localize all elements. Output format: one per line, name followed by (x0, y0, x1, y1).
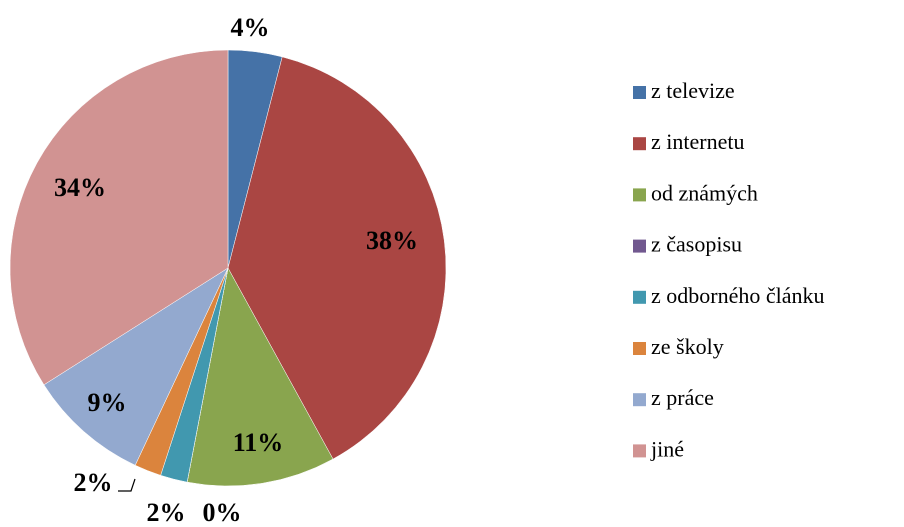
legend-label: ze školy (651, 334, 724, 359)
legend-label: z internetu (651, 129, 744, 154)
legend-swatch (633, 137, 646, 151)
legend-label: z odborného článku (651, 283, 825, 308)
pie-slice (227, 56, 447, 460)
data-label: 0% (203, 498, 242, 527)
legend-swatch (633, 239, 646, 253)
data-label: 4% (231, 13, 270, 42)
pie-slice (9, 49, 229, 386)
legend-swatch (633, 342, 646, 355)
legend-label: jiné (650, 436, 684, 461)
legend-swatch (633, 393, 646, 407)
legend-swatch (633, 444, 646, 458)
data-label: 2% (74, 468, 113, 497)
legend-label: z práce (651, 385, 714, 410)
data-label: 9% (88, 388, 127, 417)
data-label: 2% (147, 498, 186, 527)
legend-swatch (633, 86, 646, 99)
data-label: 11% (233, 428, 284, 457)
pie-slice (186, 267, 334, 487)
legend-swatch (633, 188, 646, 202)
legend-label: od známých (651, 180, 758, 205)
legend-label: z časopisu (651, 232, 742, 257)
data-label: 38% (366, 226, 418, 255)
legend-label: z televize (651, 78, 735, 103)
legend-swatch (633, 290, 646, 304)
pie-slice (43, 267, 229, 466)
data-label: 34% (54, 173, 106, 202)
leader-line (118, 478, 136, 492)
